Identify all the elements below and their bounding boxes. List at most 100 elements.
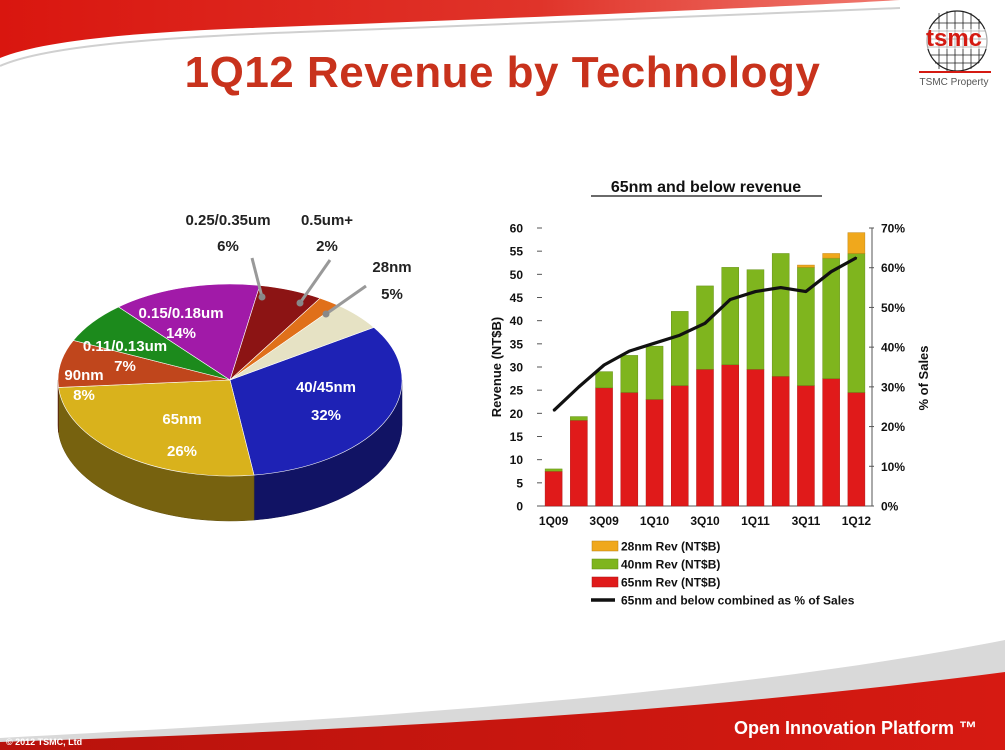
pie-label: 40/45nm xyxy=(296,379,356,396)
bar-65nm-3Q10 xyxy=(696,369,714,507)
y2-tick-label: 20% xyxy=(881,420,905,434)
line-point-2Q09 xyxy=(578,386,580,388)
leader-dot xyxy=(258,293,266,301)
y-tick-label: 20 xyxy=(510,407,524,421)
leader-line xyxy=(250,257,264,298)
line-point-4Q10 xyxy=(729,298,732,301)
x-tick-label: 3Q11 xyxy=(792,514,821,528)
y-tick-label: 30 xyxy=(510,361,524,375)
pie-percent: 14% xyxy=(166,325,196,342)
x-tick-label: 3Q10 xyxy=(690,514,720,528)
legend-swatch xyxy=(591,576,619,588)
pie-label: 90nm xyxy=(64,367,103,384)
bar-28nm-4Q11 xyxy=(822,253,840,259)
bar-65nm-4Q10 xyxy=(721,364,739,507)
pct-line-points xyxy=(552,256,858,412)
bar-40nm-4Q09 xyxy=(620,355,639,393)
y2-tick-label: 10% xyxy=(881,460,905,474)
y2-tick-label: 50% xyxy=(881,301,905,315)
tsmc-logo: tsmc xyxy=(911,10,995,73)
y-tick-label: 25 xyxy=(510,384,524,398)
y-tick-label: 55 xyxy=(510,245,524,259)
legend-swatch xyxy=(591,540,619,552)
bar-28nm-1Q12 xyxy=(847,232,866,254)
top-swoosh-line xyxy=(0,7,901,67)
pie-percent: 7% xyxy=(114,358,136,375)
legend-label: 65nm Rev (NT$B) xyxy=(621,576,720,590)
y2-tick-label: 60% xyxy=(881,261,905,275)
pie-labels: 40/45nm 32% 65nm 26% 90nm 8% 0.11/0.13um 7% 0.15… xyxy=(64,212,411,460)
bar-40nm-2Q09 xyxy=(570,416,588,421)
bar-65nm-3Q09 xyxy=(595,387,613,507)
legend-label: 40nm Rev (NT$B) xyxy=(621,558,720,572)
leader-line xyxy=(298,259,332,304)
y-tick-label: 35 xyxy=(510,337,524,351)
bar-65nm-1Q12 xyxy=(847,392,866,507)
pie-percent: 2% xyxy=(316,238,338,255)
bar-65nm-4Q09 xyxy=(620,392,639,507)
bar-40nm-2Q10 xyxy=(671,311,689,386)
bar-28nm-3Q11 xyxy=(797,264,815,268)
bar-chart-legend: 28nm Rev (NT$B) 40nm Rev (NT$B) 65nm Rev (… xyxy=(591,540,855,608)
y-tick-label: 0 xyxy=(516,500,523,514)
top-swoosh xyxy=(0,0,900,58)
pie-percent: 5% xyxy=(381,286,403,303)
y2-axis-label: % of Sales xyxy=(916,345,931,410)
line-point-2Q10 xyxy=(678,334,681,337)
y2-tick-label: 0% xyxy=(881,500,899,514)
bar-65nm-2Q10 xyxy=(671,385,689,507)
line-point-1Q11 xyxy=(754,290,757,293)
bar-40nm-3Q09 xyxy=(595,371,613,389)
bar-chart-title: 65nm and below revenue xyxy=(611,179,801,196)
y-tick-label: 15 xyxy=(510,430,524,444)
leader-dot xyxy=(296,299,304,307)
bar-40nm-4Q10 xyxy=(721,267,739,365)
line-point-1Q12 xyxy=(855,256,858,259)
y-tick-label: 40 xyxy=(510,314,524,328)
bar-40nm-1Q11 xyxy=(746,269,765,370)
pie-leader-lines xyxy=(250,257,367,318)
pie-slice-0-15-0-18um xyxy=(117,283,261,381)
legend-label: 65nm and below combined as % of Sales xyxy=(621,594,855,608)
x-tick-label: 1Q10 xyxy=(640,514,670,528)
x-tick-label: 1Q09 xyxy=(539,514,569,528)
y-axis-label: Revenue (NT$B) xyxy=(489,317,504,417)
pie-percent: 32% xyxy=(311,407,341,424)
line-point-1Q09 xyxy=(552,409,555,412)
y2-tick-label: 70% xyxy=(881,222,905,236)
bar-40nm-1Q10 xyxy=(645,345,664,400)
legend-label: 28nm Rev (NT$B) xyxy=(621,540,720,554)
line-point-4Q09 xyxy=(628,350,631,352)
x-tick-label: 1Q12 xyxy=(842,514,872,528)
bar-40nm-2Q11 xyxy=(771,253,790,377)
pie-slice-65nm xyxy=(58,379,255,477)
svg-text:tsmc: tsmc xyxy=(926,25,982,52)
bar-65nm-1Q09 xyxy=(544,471,563,507)
legend-swatch xyxy=(591,558,619,570)
x-axis-labels: 1Q09 3Q09 1Q10 3Q10 1Q11 3Q11 1Q12 xyxy=(539,514,871,528)
line-point-4Q11 xyxy=(830,270,832,273)
pie-percent: 8% xyxy=(73,387,95,404)
bar-65nm-4Q11 xyxy=(822,378,840,507)
pie-slices xyxy=(57,283,403,477)
pie-label: 0.25/0.35um xyxy=(185,212,270,229)
pie-label: 28nm xyxy=(372,259,411,276)
y-tick-label: 60 xyxy=(510,222,524,236)
bar-65nm-2Q09 xyxy=(570,420,588,507)
pie-label: 0.11/0.13um xyxy=(83,338,167,355)
logo-caption: TSMC Property xyxy=(919,77,989,88)
copyright-text: © 2012 TSMC, Ltd xyxy=(6,737,83,747)
bar-65nm-2Q11 xyxy=(771,376,790,507)
line-point-3Q09 xyxy=(603,364,605,366)
line-point-1Q10 xyxy=(653,342,656,344)
line-point-3Q11 xyxy=(805,290,807,293)
y-axis-left: 0 5 10 15 20 25 30 35 40 45 50 55 60 xyxy=(510,222,542,514)
bar-65nm-1Q11 xyxy=(746,369,765,507)
pie-percent: 6% xyxy=(217,238,239,255)
y-axis-right: 0% 10% 20% 30% 40% 50% 60% 70% xyxy=(869,222,905,514)
pie-percent: 26% xyxy=(167,443,197,460)
